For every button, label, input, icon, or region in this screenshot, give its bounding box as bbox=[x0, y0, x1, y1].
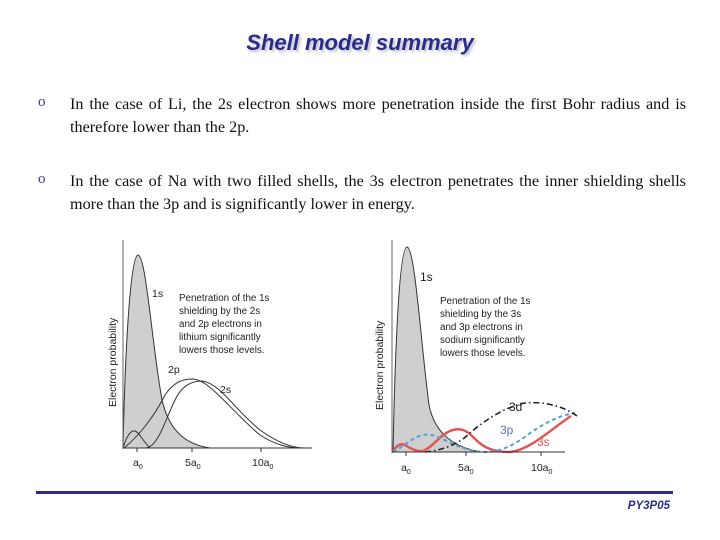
caption-line: shielding by the 2s bbox=[179, 306, 260, 317]
tick-10a0: 10a0 bbox=[252, 457, 274, 471]
lithium-probability-figure: Electron probability a0 5a0 10a0 1s 2p 2… bbox=[100, 235, 325, 480]
tick-5a0: 5a0 bbox=[458, 462, 474, 476]
label-3p: 3p bbox=[500, 423, 514, 437]
caption-line: sodium significantly bbox=[440, 335, 525, 346]
tick-a0: a0 bbox=[133, 457, 143, 471]
tick-10a0: 10a0 bbox=[531, 462, 553, 476]
bullet-text: In the case of Li, the 2s electron shows… bbox=[70, 95, 686, 136]
tick-5a0: 5a0 bbox=[185, 457, 201, 471]
slide-title: Shell model summary bbox=[246, 30, 474, 55]
tick-a0: a0 bbox=[401, 462, 411, 476]
caption-line: lowers those levels. bbox=[179, 345, 265, 356]
bullet-marker: o bbox=[38, 171, 46, 187]
y-axis-label: Electron probability bbox=[374, 320, 386, 410]
label-1s: 1s bbox=[420, 270, 433, 284]
label-2p: 2p bbox=[168, 364, 180, 376]
bullet-marker: o bbox=[38, 94, 46, 110]
footer-divider bbox=[36, 491, 673, 494]
caption-line: and 2p electrons in bbox=[179, 319, 262, 330]
label-2s: 2s bbox=[220, 384, 231, 396]
caption-line: lithium significantly bbox=[179, 332, 261, 343]
sodium-probability-figure: Electron probability a0 5a0 10a0 1s 3d 3… bbox=[365, 235, 595, 480]
label-1s: 1s bbox=[152, 288, 163, 300]
label-3d: 3d bbox=[509, 400, 522, 414]
caption-line: Penetration of the 1s bbox=[179, 293, 270, 304]
y-axis-label: Electron probability bbox=[107, 317, 119, 407]
course-code: PY3P05 bbox=[627, 500, 670, 512]
label-3s: 3s bbox=[537, 435, 550, 449]
bullet-text: In the case of Na with two filled shells… bbox=[70, 172, 686, 213]
caption-line: Penetration of the 1s bbox=[440, 296, 531, 307]
caption-line: shielding by the 3s bbox=[440, 309, 521, 320]
caption-line: and 3p electrons in bbox=[440, 322, 523, 333]
caption-line: lowers those levels. bbox=[440, 348, 526, 359]
